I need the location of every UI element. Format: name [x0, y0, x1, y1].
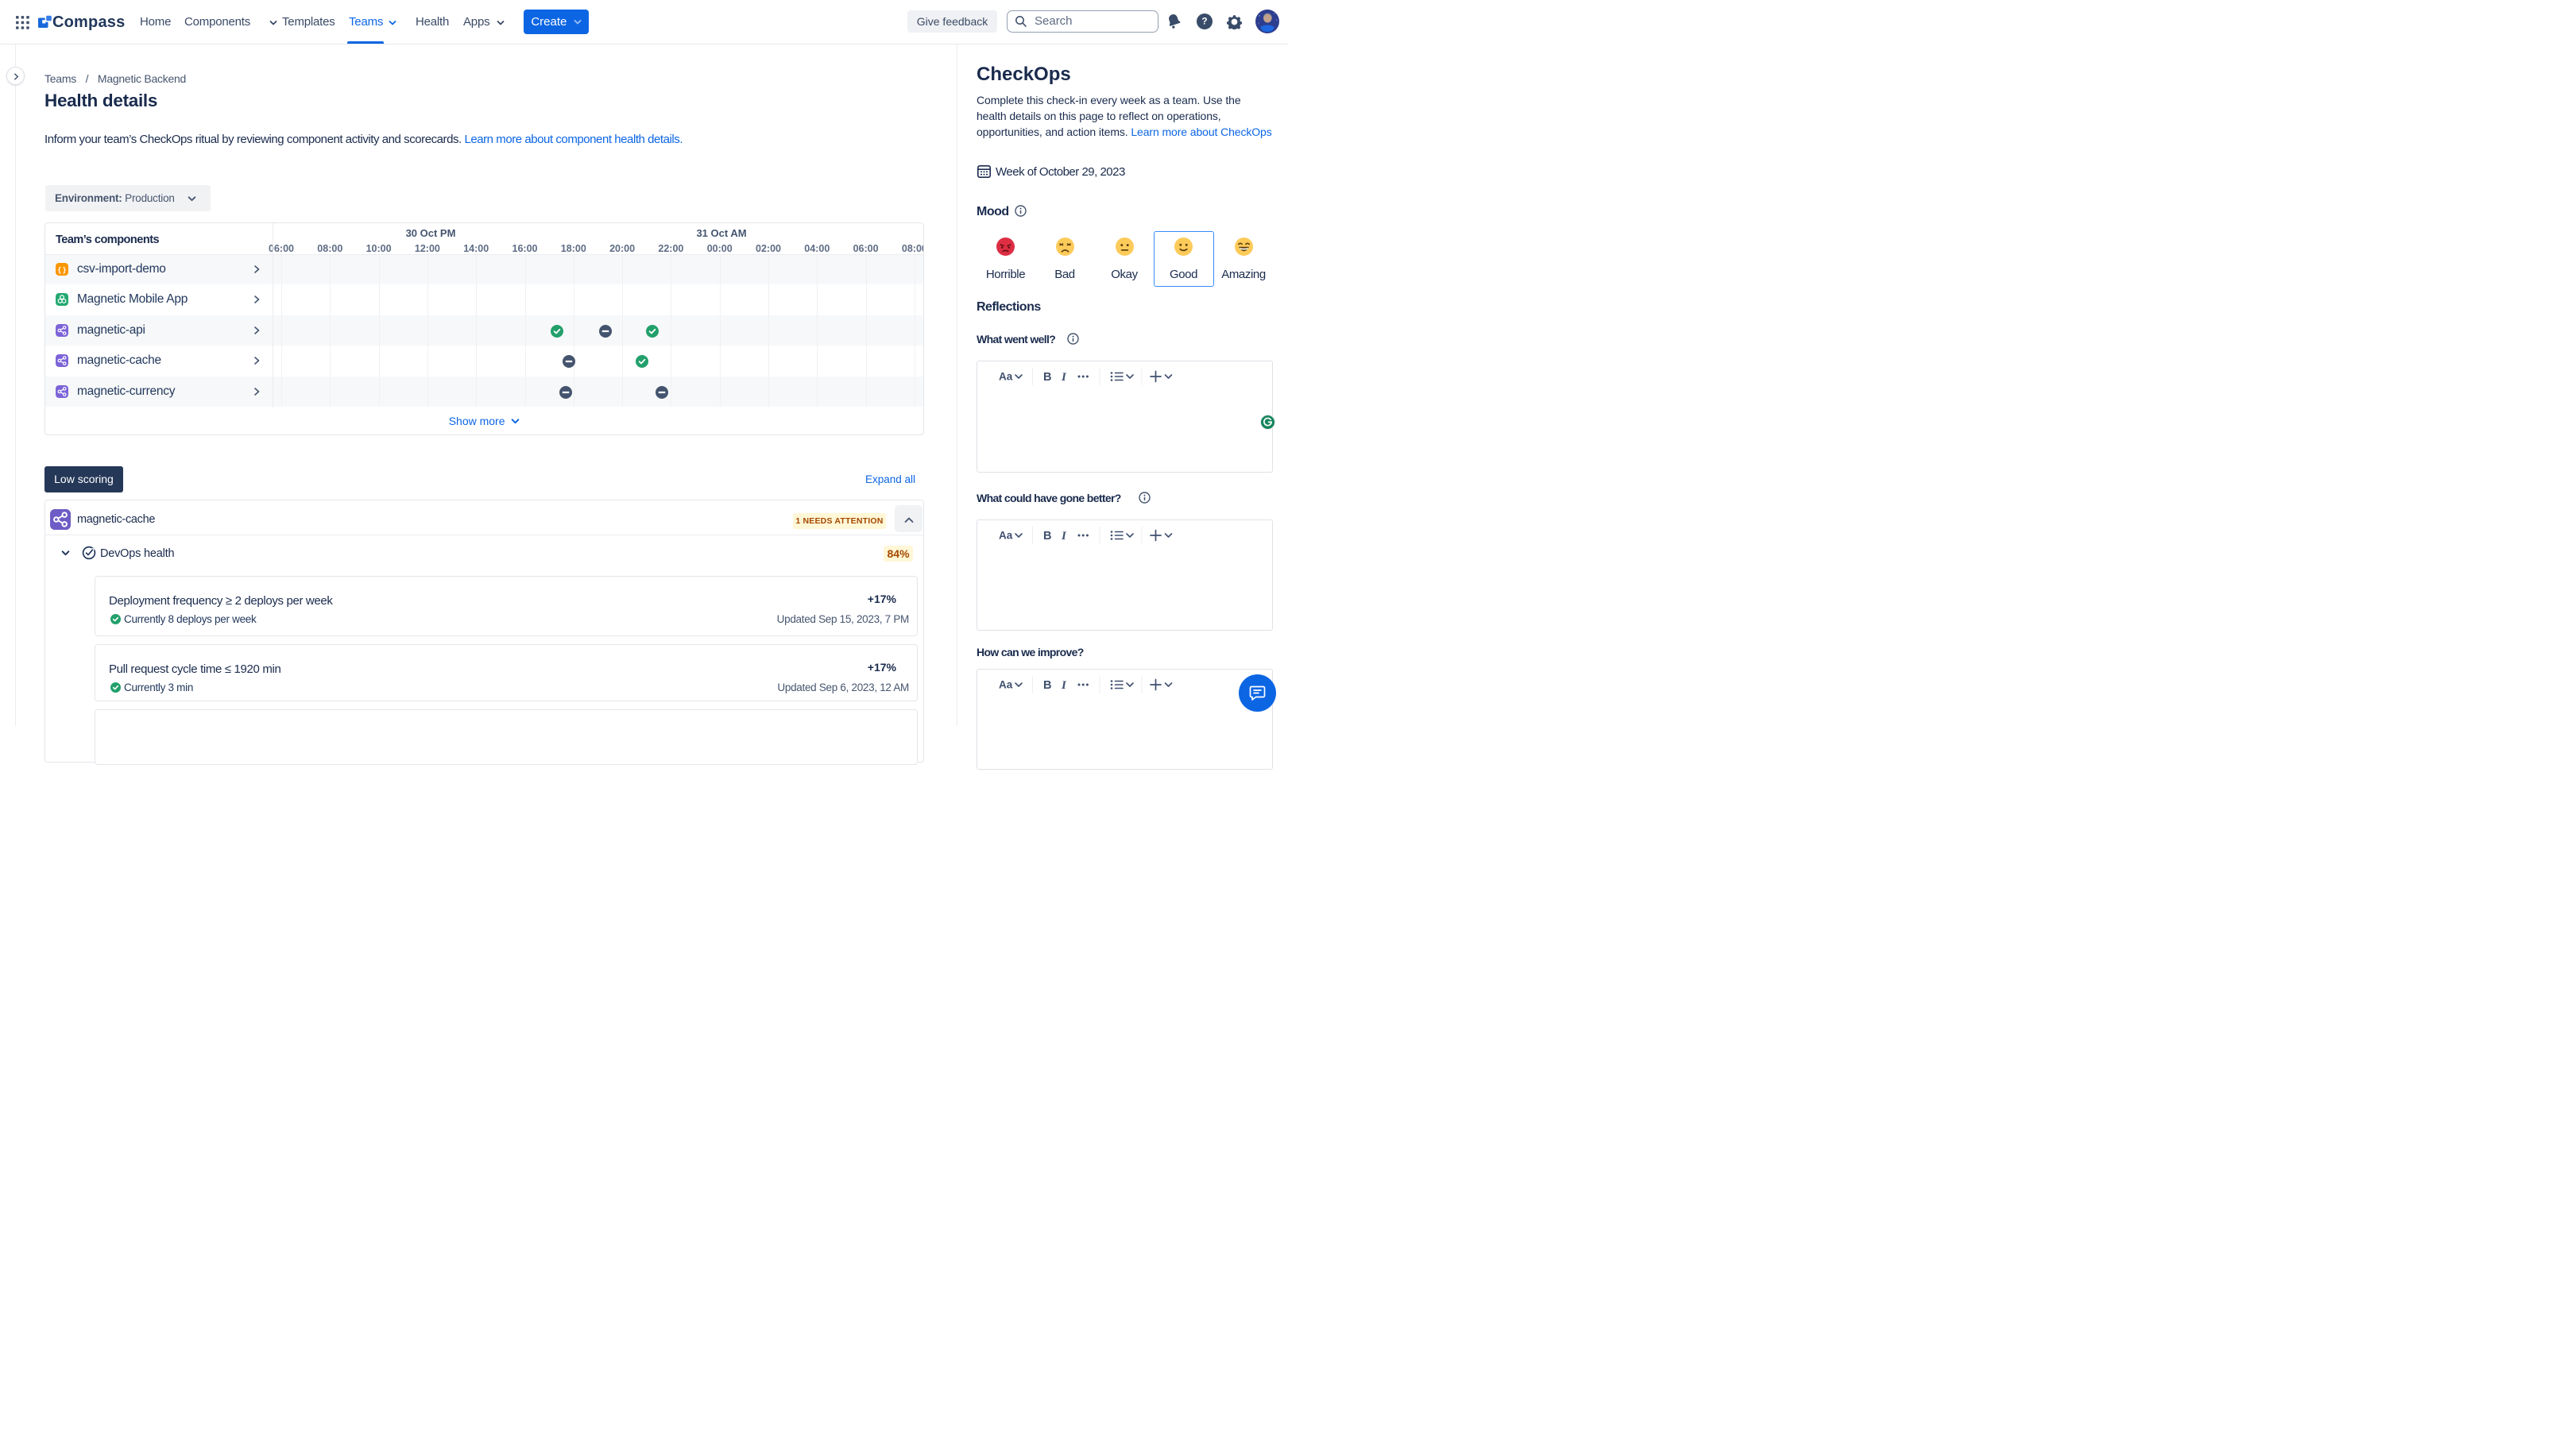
- svg-text:I: I: [1061, 371, 1067, 384]
- svg-text:{ }: { }: [58, 265, 66, 274]
- svg-text:Aa: Aa: [999, 679, 1013, 691]
- svg-text:B: B: [1043, 371, 1051, 384]
- svg-text:?: ?: [1201, 15, 1207, 26]
- svg-text:I: I: [1061, 679, 1067, 692]
- svg-text:Aa: Aa: [999, 530, 1013, 542]
- svg-text:Aa: Aa: [999, 370, 1013, 382]
- svg-text:I: I: [1061, 530, 1067, 543]
- svg-text:B: B: [1043, 679, 1051, 692]
- svg-text:B: B: [1043, 530, 1051, 543]
